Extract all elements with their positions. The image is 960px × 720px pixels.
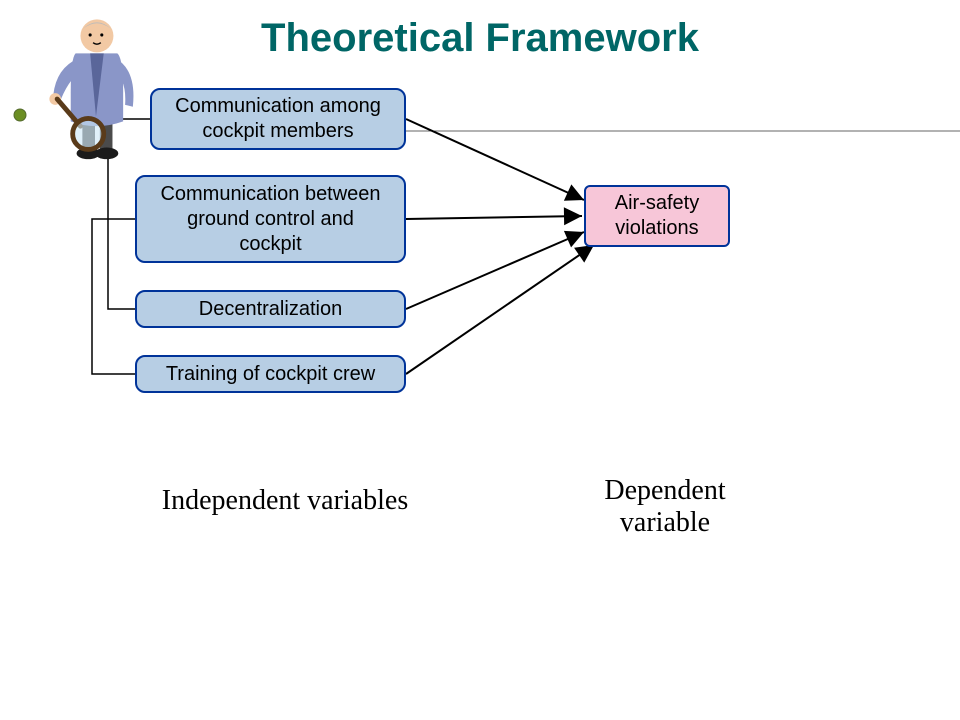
diagram-stage: Theoretical Framework Communication amon… — [0, 0, 960, 720]
label-independent-variables: Independent variables — [130, 485, 440, 517]
node-communication-ground: Communication betweenground control andc… — [135, 175, 406, 263]
node-decentralization: Decentralization — [135, 290, 406, 328]
label-dependent-variable: Dependentvariable — [555, 475, 775, 539]
page-title: Theoretical Framework — [0, 16, 960, 61]
node-training: Training of cockpit crew — [135, 355, 406, 393]
node-air-safety-violations: Air-safetyviolations — [584, 185, 730, 247]
node-communication-cockpit: Communication amongcockpit members — [150, 88, 406, 150]
